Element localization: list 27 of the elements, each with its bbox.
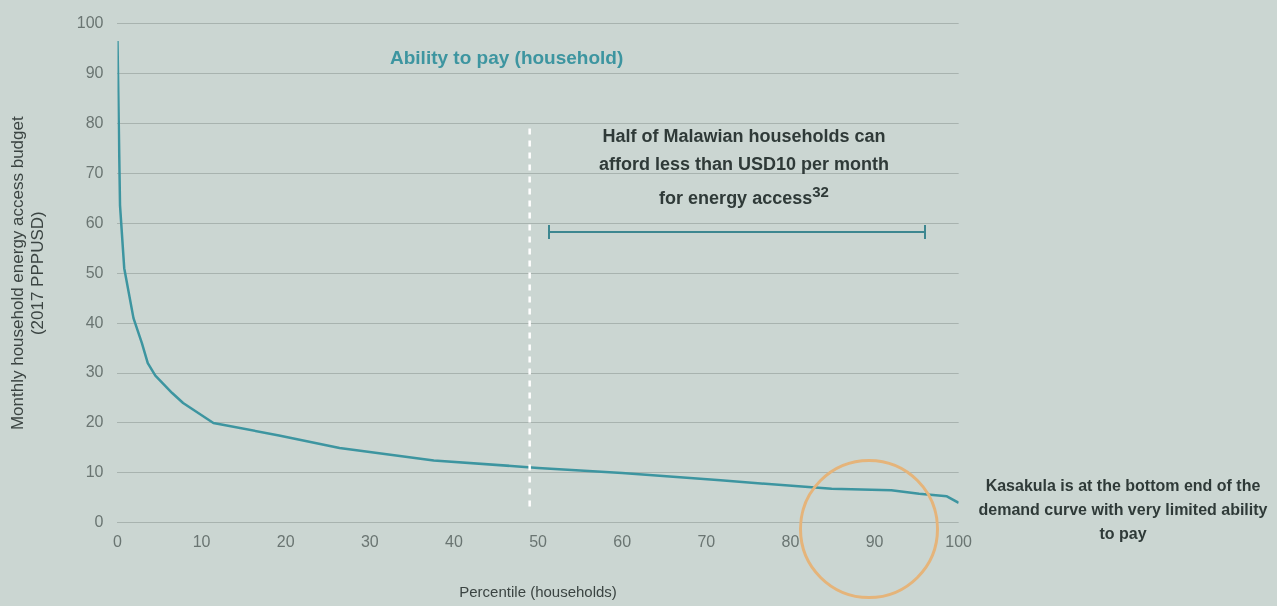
annotation: Half of Malawian households can afford less than USD10 per month for energy access$^{32}$ xyxy=(597,125,891,210)
x-tick-label: 50 xyxy=(529,532,548,550)
y-tick-label: 30 xyxy=(85,363,104,381)
y-tick-label: 0 xyxy=(94,513,104,531)
x-tick-label: 20 xyxy=(276,532,295,550)
x-tick-label: 100 xyxy=(945,532,973,550)
x-tick-label: 80 xyxy=(781,532,800,550)
x-axis-title: Percentile (households) xyxy=(459,583,617,601)
y-tick-label: 20 xyxy=(85,413,104,431)
y-tick-label: 60 xyxy=(85,213,104,231)
x-tick-label: 30 xyxy=(360,532,379,550)
y-tick-label: 70 xyxy=(85,163,104,181)
text: Ability to pay (household) xyxy=(390,47,624,69)
text: Kasakula is at the bottom end of the demand curve with very limited ability to pay xyxy=(978,477,1268,542)
y-tick-label: 100 xyxy=(76,14,104,32)
y-tick-label: 50 xyxy=(85,263,104,281)
x-tick-label: 90 xyxy=(865,532,884,550)
y-axis-title: Monthly household energy access budget (2017 PPPUSD) xyxy=(7,116,48,431)
y-tick-label: 40 xyxy=(85,313,104,331)
x-tick-label: 0 xyxy=(113,532,123,550)
x-tick-label: 40 xyxy=(445,532,463,550)
y-tick-label: 90 xyxy=(85,63,104,81)
x-tick-label: 60 xyxy=(613,532,632,550)
y-tick-label: 10 xyxy=(85,463,104,481)
x-tick-label: 70 xyxy=(697,532,716,550)
x-tick-label: 10 xyxy=(192,532,211,550)
y-tick-label: 80 xyxy=(85,113,104,131)
